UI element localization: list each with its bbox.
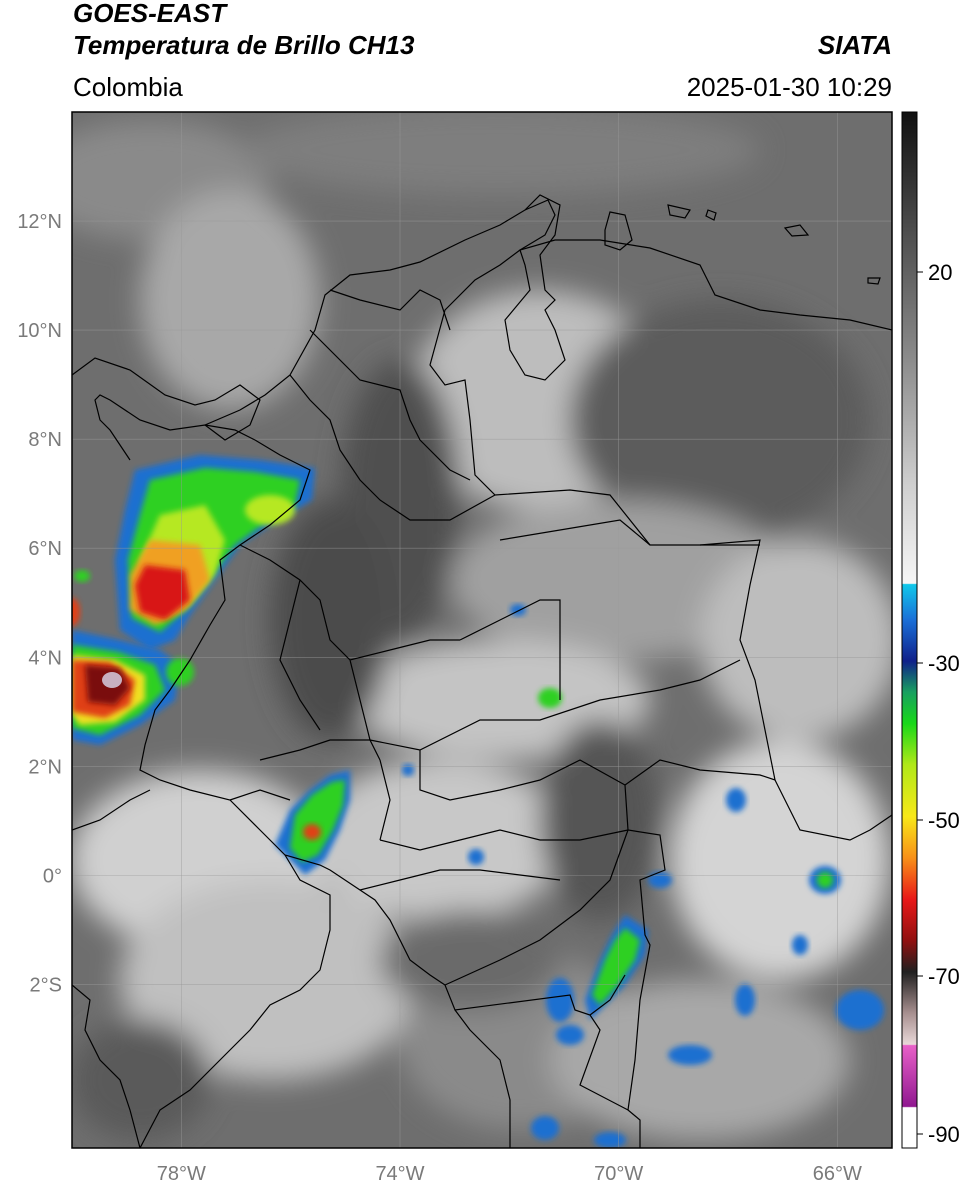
colorbar-tick-label: 20 [928,260,952,285]
lon-tick-label: 74°W [375,1163,424,1185]
lat-tick-label: 6°N [28,538,62,560]
dept-lines-2 [239,519,651,761]
latitude-labels: 12°N 10°N 8°N 6°N 4°N 2°N 0° 2°S [17,211,62,996]
venezuela-coast [504,194,892,381]
map-borders [72,194,892,1148]
region-label: Colombia [73,72,183,102]
map-frame [71,111,893,1149]
product-title: Temperatura de Brillo CH13 [73,30,415,60]
colorbar-tick-label: -70 [928,964,960,989]
lon-tick-label: 66°W [813,1163,862,1185]
dept-lines-1 [289,289,496,521]
lat-tick-label: 0° [43,865,62,887]
map-grid [72,112,892,1148]
cold-cloud-cluster-putumayo [275,770,350,875]
ecuador-coast [72,984,141,1148]
colorbar-frame [901,111,918,1149]
lat-tick-label: 10°N [17,320,62,342]
lon-tick-label: 78°W [157,1163,206,1185]
panama-coast [72,357,261,461]
lon-tick-label: 70°W [594,1163,643,1185]
satellite-title: GOES-EAST [73,0,227,28]
peru-brazil [454,1009,641,1148]
lat-tick-label: 8°N [28,429,62,451]
lat-tick-label: 2°S [30,974,62,996]
colorbar: 20 -30 -50 -70 -90 [901,111,960,1149]
colorbar-gradient [902,112,917,1148]
lat-tick-label: 4°N [28,647,62,669]
ecuador-border [72,789,331,1148]
cold-cloud-cluster-amazon [531,915,648,1148]
datetime-label: 2025-01-30 10:29 [686,72,892,102]
colorbar-tick-label: -90 [928,1122,960,1147]
source-label: SIATA [817,30,892,60]
cold-cloud-cluster-pacific-north [115,455,315,650]
colorbar-tick-label: -50 [928,808,960,833]
venezuela-south [700,544,892,841]
paraguana [604,211,633,251]
cold-cloud-cluster-pacific-south [72,570,194,745]
colorbar-ticks: 20 -30 -50 -70 -90 [917,260,960,1147]
colorbar-tick-label: -30 [928,651,960,676]
colombia-border [139,199,776,1111]
longitude-labels: 78°W 74°W 70°W 66°W [157,1163,862,1185]
lat-tick-label: 12°N [17,211,62,233]
dept-lines-4 [359,829,629,1016]
lat-tick-label: 2°N [28,756,62,778]
cold-cloud-cluster-east [402,604,884,1065]
cloud-texture [72,112,892,1140]
dept-lines-3 [229,659,741,851]
caribbean-islands [667,204,881,285]
satellite-imagery [72,112,892,1148]
